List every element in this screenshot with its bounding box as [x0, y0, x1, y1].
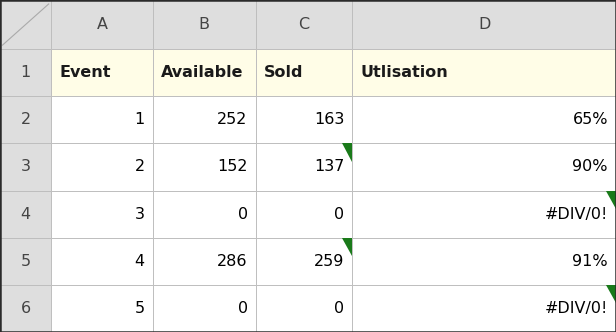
Text: 252: 252	[217, 112, 248, 127]
Text: 0: 0	[334, 301, 344, 316]
Text: 3: 3	[135, 207, 145, 222]
Text: C: C	[298, 17, 310, 32]
Polygon shape	[0, 0, 51, 49]
Text: 65%: 65%	[572, 112, 608, 127]
Text: D: D	[478, 17, 490, 32]
Polygon shape	[153, 191, 256, 238]
Text: 4: 4	[20, 207, 31, 222]
Text: Event: Event	[59, 65, 111, 80]
Text: 5: 5	[135, 301, 145, 316]
Polygon shape	[352, 191, 616, 238]
Text: 5: 5	[20, 254, 31, 269]
Text: 3: 3	[20, 159, 31, 175]
Polygon shape	[0, 191, 51, 238]
Polygon shape	[51, 96, 153, 143]
Polygon shape	[0, 238, 51, 285]
Polygon shape	[153, 96, 256, 143]
Text: 259: 259	[314, 254, 344, 269]
Text: #DIV/0!: #DIV/0!	[545, 301, 608, 316]
Polygon shape	[256, 285, 352, 332]
Polygon shape	[256, 191, 352, 238]
Polygon shape	[342, 143, 352, 162]
Polygon shape	[153, 49, 256, 96]
Polygon shape	[606, 191, 616, 209]
Polygon shape	[0, 96, 51, 143]
Polygon shape	[51, 191, 153, 238]
Polygon shape	[256, 49, 352, 96]
Text: 286: 286	[217, 254, 248, 269]
Text: A: A	[97, 17, 107, 32]
Polygon shape	[256, 0, 352, 49]
Polygon shape	[153, 0, 256, 49]
Polygon shape	[51, 49, 153, 96]
Text: Available: Available	[161, 65, 243, 80]
Text: 4: 4	[135, 254, 145, 269]
Polygon shape	[51, 285, 153, 332]
Text: 137: 137	[314, 159, 344, 175]
Text: 0: 0	[238, 207, 248, 222]
Polygon shape	[51, 143, 153, 191]
Polygon shape	[352, 238, 616, 285]
Polygon shape	[352, 0, 616, 49]
Text: 91%: 91%	[572, 254, 608, 269]
Text: 90%: 90%	[572, 159, 608, 175]
Polygon shape	[153, 238, 256, 285]
Polygon shape	[153, 285, 256, 332]
Text: 1: 1	[20, 65, 31, 80]
Polygon shape	[352, 96, 616, 143]
Polygon shape	[51, 238, 153, 285]
Polygon shape	[352, 49, 616, 96]
Text: 0: 0	[334, 207, 344, 222]
Polygon shape	[51, 0, 153, 49]
Polygon shape	[153, 143, 256, 191]
Text: Utlisation: Utlisation	[360, 65, 448, 80]
Text: 6: 6	[20, 301, 31, 316]
Text: 163: 163	[314, 112, 344, 127]
Text: #DIV/0!: #DIV/0!	[545, 207, 608, 222]
Polygon shape	[606, 285, 616, 303]
Polygon shape	[352, 285, 616, 332]
Polygon shape	[342, 238, 352, 256]
Text: 2: 2	[20, 112, 31, 127]
Text: 0: 0	[238, 301, 248, 316]
Text: 152: 152	[217, 159, 248, 175]
Text: 2: 2	[135, 159, 145, 175]
Polygon shape	[256, 143, 352, 191]
Polygon shape	[256, 96, 352, 143]
Text: B: B	[199, 17, 209, 32]
Polygon shape	[0, 49, 51, 96]
Text: 1: 1	[134, 112, 145, 127]
Text: Sold: Sold	[264, 65, 303, 80]
Polygon shape	[0, 143, 51, 191]
Polygon shape	[256, 238, 352, 285]
Polygon shape	[0, 285, 51, 332]
Polygon shape	[352, 143, 616, 191]
